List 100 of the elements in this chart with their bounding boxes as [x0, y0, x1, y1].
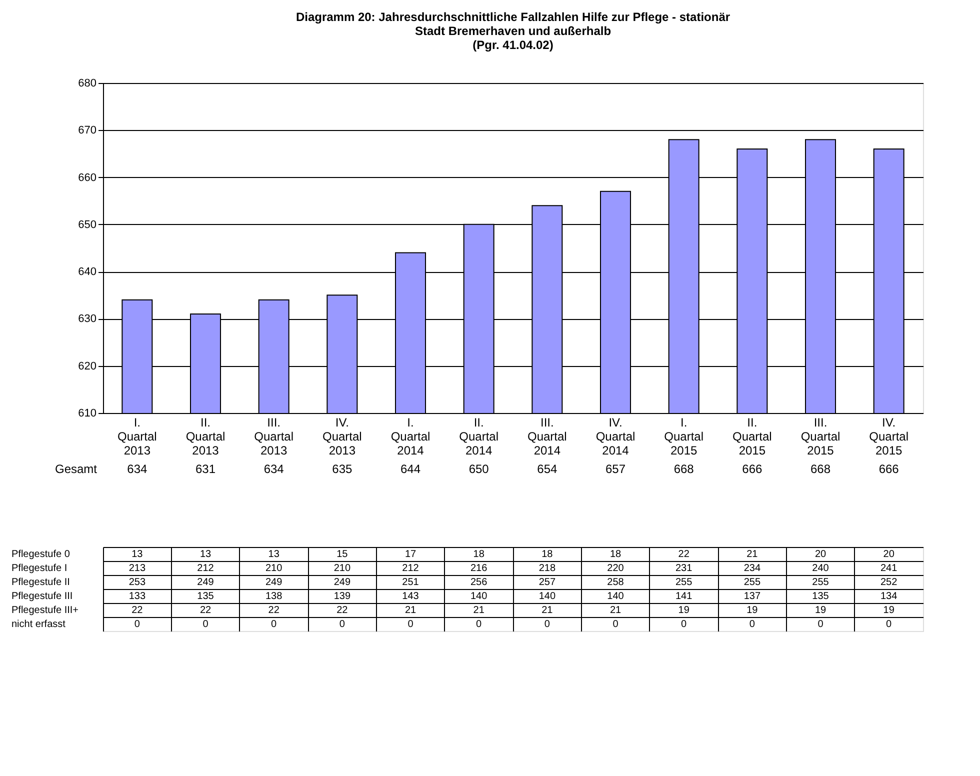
data-label: 0 [612, 619, 619, 630]
data-label: 212 [402, 563, 420, 574]
data-label: 21 [473, 605, 485, 616]
y-tick-label: Pflegestufe II [12, 577, 70, 588]
data-label: 249 [197, 577, 214, 588]
x-tick-label: IV. Quartal 2015 [869, 416, 909, 458]
data-label: 210 [265, 563, 283, 574]
data-label: 13 [268, 549, 280, 560]
data-label: 258 [607, 577, 624, 588]
data-label: 654 [537, 462, 558, 476]
data-label: 22 [200, 605, 212, 616]
data-label: 210 [334, 563, 351, 574]
data-label: 256 [470, 577, 488, 588]
data-label: 143 [402, 591, 420, 602]
data-label: 0 [749, 619, 756, 630]
data-label: 19 [678, 605, 690, 616]
data-label: 644 [400, 462, 421, 476]
data-label: 134 [880, 591, 898, 602]
y-tick-label: 630 [78, 313, 96, 326]
y-tick-label: 610 [78, 408, 96, 420]
data-label: 140 [470, 591, 488, 602]
y-tick-label: 660 [78, 172, 96, 184]
x-tick-label: III. Quartal 2015 [800, 416, 840, 458]
data-label: 139 [334, 591, 351, 602]
y-tick-label: Pflegestufe III [12, 591, 73, 602]
data-label: 19 [814, 605, 826, 616]
x-tick-label: IV. Quartal 2014 [596, 416, 636, 458]
data-label: 668 [674, 462, 694, 476]
data-label: 218 [538, 563, 556, 574]
data-label: 19 [746, 605, 758, 616]
data-label: 251 [402, 577, 420, 588]
data-label: 0 [134, 619, 140, 630]
data-label: 0 [476, 619, 482, 630]
data-label: 0 [544, 619, 550, 630]
y-tick-label: 620 [78, 360, 96, 372]
data-label: 21 [404, 605, 416, 616]
data-label: 220 [607, 563, 624, 574]
x-tick-label: II. Quartal 2015 [732, 416, 772, 458]
data-label: 212 [197, 563, 214, 574]
data-label: 21 [746, 549, 758, 560]
data-label: 249 [334, 577, 351, 588]
chart-title: Diagramm 20: Jahresdurchschnittliche Fallzahlen Hilfe zur Pflege - stationär Stadt Bremerhaven und außerhalb (Pgr. 41.04.02) [296, 10, 730, 52]
data-label: 257 [538, 577, 556, 588]
data-label: 17 [404, 549, 416, 560]
data-label: 21 [610, 605, 622, 616]
data-label: 0 [818, 619, 824, 630]
y-tick-label: Pflegestufe III+ [12, 605, 79, 616]
x-tick-label: III. Quartal 2013 [254, 416, 294, 458]
data-label: 22 [268, 605, 280, 616]
data-label: 20 [814, 549, 826, 560]
data-label: 0 [886, 619, 892, 630]
x-tick-label: I. Quartal 2015 [664, 416, 704, 458]
y-tick-label: Pflegestufe 0 [12, 549, 70, 560]
data-label: 240 [812, 563, 830, 574]
y-tick-label: 680 [78, 78, 96, 90]
x-tick-label: III. Quartal 2014 [527, 416, 567, 458]
data-label: 216 [470, 563, 488, 574]
data-label: 252 [880, 577, 898, 588]
data-label: 22 [336, 605, 348, 616]
y-tick-label: 670 [78, 124, 96, 137]
data-label: 666 [878, 462, 900, 476]
x-tick-label: IV. Quartal 2013 [322, 416, 362, 458]
x-tick-label: II. Quartal 2014 [459, 416, 499, 458]
data-label: 234 [744, 563, 761, 574]
text: Gesamt [54, 462, 98, 476]
data-label: 0 [408, 619, 414, 630]
x-tick-label: I. Quartal 2014 [390, 416, 430, 458]
data-label: 18 [473, 549, 485, 560]
y-tick-label: nicht erfasst [12, 619, 66, 630]
data-label: 668 [810, 462, 831, 476]
data-label: 13 [200, 549, 212, 560]
data-label: 140 [607, 591, 624, 602]
data-label: 634 [127, 462, 148, 476]
data-label: 141 [675, 591, 693, 602]
y-tick-label: 650 [78, 218, 96, 231]
data-label: 135 [812, 591, 830, 602]
data-label: 15 [336, 549, 348, 560]
data-label: 20 [883, 549, 895, 560]
data-label: 13 [132, 549, 144, 560]
data-label: 635 [332, 462, 352, 476]
data-label: 18 [542, 549, 554, 560]
data-label: 255 [744, 577, 761, 588]
data-label: 231 [675, 563, 693, 574]
data-label: 18 [610, 549, 622, 560]
data-label: 133 [128, 591, 146, 602]
data-label: 0 [339, 619, 346, 630]
x-tick-label: I. Quartal 2013 [117, 416, 157, 458]
data-label: 138 [265, 591, 283, 602]
data-label: 249 [265, 577, 283, 588]
data-label: 255 [675, 577, 693, 588]
data-label: 666 [742, 462, 762, 476]
data-label: 22 [678, 549, 690, 560]
data-label: 19 [883, 605, 895, 616]
data-label: 631 [195, 462, 216, 476]
data-label: 255 [812, 577, 830, 588]
data-label: 241 [880, 563, 898, 574]
data-label: 22 [132, 605, 144, 616]
data-label: 650 [468, 462, 490, 476]
x-tick-label: II. Quartal 2013 [186, 416, 226, 458]
data-label: 657 [605, 462, 626, 476]
